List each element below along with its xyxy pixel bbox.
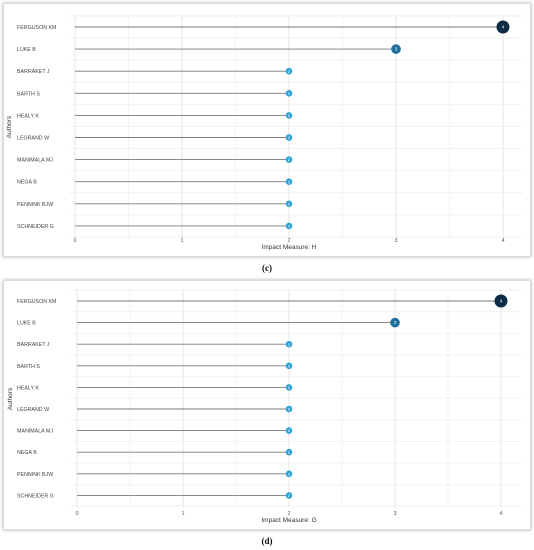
value-label: 3	[395, 47, 398, 52]
x-tick-label: 1	[180, 238, 183, 244]
panel-label-d-text: (d)	[261, 536, 273, 546]
x-tick-label: 3	[393, 511, 396, 517]
value-label: 2	[288, 135, 291, 140]
author-label: PENNINK BJW	[17, 202, 53, 208]
value-label: 2	[288, 91, 291, 96]
value-label: 4	[502, 25, 505, 30]
value-label: 2	[288, 385, 291, 390]
author-label: SCHNEIDER G	[17, 224, 54, 230]
y-axis-label: Authors	[7, 387, 14, 410]
value-label: 2	[288, 450, 291, 455]
lollipop-dot	[285, 178, 293, 185]
lollipop-dot	[285, 340, 293, 348]
lollipop-dot	[285, 427, 293, 434]
author-label: NEGA B	[17, 180, 37, 186]
author-label: PENNINK BJW	[17, 472, 53, 478]
value-label: 2	[288, 179, 291, 184]
chart-panel-c: 0 1 2 3 4 Authors Impact Measure: H FERGUSON KM…	[3, 3, 531, 257]
x-tick-label: 4	[499, 511, 502, 517]
value-label: 2	[288, 69, 291, 74]
author-label: HEALY K	[17, 385, 39, 391]
lollipop-dot	[285, 156, 293, 163]
author-label: MANIMALA MJ	[17, 158, 53, 164]
author-label: BARRAKET J	[17, 69, 50, 75]
author-label: LUKE B	[17, 321, 36, 327]
lollipop-dot	[285, 492, 293, 499]
x-tick-label: 2	[287, 511, 290, 517]
x-tick-label: 4	[501, 238, 504, 244]
value-label: 2	[288, 113, 291, 118]
value-label: 3	[394, 320, 397, 325]
value-label: 2	[288, 157, 291, 162]
lollipop-dot	[285, 222, 293, 230]
chart-panel-d: 0 1 2 3 4 Authors Impact Measure: G FERGUSON KM…	[3, 280, 531, 530]
lollipop-dot	[285, 384, 293, 391]
lollipop-dot	[285, 112, 293, 119]
lollipop-chart-c: 0 1 2 3 4 Authors Impact Measure: H FERGUSON KM…	[6, 15, 523, 251]
value-label: 2	[288, 342, 291, 347]
author-label: LEGRAND W	[17, 136, 49, 142]
panel-label-c-text: (c)	[262, 263, 272, 273]
lollipop-chart-d: 0 1 2 3 4 Authors Impact Measure: G FERGUSON KM…	[7, 289, 521, 524]
author-label: BARRAKET J	[17, 342, 50, 348]
value-label: 2	[288, 224, 291, 229]
author-label: BARTH S	[17, 364, 40, 370]
author-label: NEGA B	[17, 450, 37, 456]
panel-label-c: (c)	[0, 263, 534, 273]
lollipop-dot	[391, 44, 401, 54]
author-label: FERGUSON KM	[17, 299, 56, 305]
value-label: 2	[288, 363, 291, 368]
value-label: 2	[288, 201, 291, 206]
author-label: FERGUSON KM	[17, 25, 56, 31]
lollipop-dot	[285, 405, 293, 413]
value-label: 2	[288, 493, 291, 498]
author-label: SCHNEIDER G	[17, 493, 54, 499]
lollipop-dot	[285, 134, 293, 141]
lollipop-dot	[494, 294, 508, 308]
x-tick-label: 0	[73, 238, 76, 244]
plot-area: 0 1 2 3 4 Authors Impact Measure: G FERGUSON KM…	[7, 289, 521, 524]
y-axis-label: Authors	[6, 115, 13, 138]
lollipop-dot	[285, 470, 293, 478]
value-label: 2	[288, 407, 291, 412]
author-label: MANIMALA MJ	[17, 429, 53, 435]
lollipop-dot	[390, 317, 400, 328]
lollipop-dot	[285, 448, 293, 456]
author-label: BARTH S	[17, 91, 40, 97]
value-label: 4	[500, 299, 503, 304]
lollipop-dot	[496, 20, 510, 34]
lollipop-dot	[285, 90, 293, 97]
author-label: LUKE B	[17, 47, 36, 53]
lollipop-dot	[285, 200, 293, 208]
lollipop-dot	[285, 362, 293, 370]
x-tick-label: 2	[287, 238, 290, 244]
x-axis-label: Impact Measure: G	[261, 517, 316, 524]
x-axis-label: Impact Measure: H	[262, 244, 317, 251]
x-tick-label: 0	[75, 511, 78, 517]
value-label: 2	[288, 428, 291, 433]
lollipop-dot	[285, 67, 293, 75]
plot-area: 0 1 2 3 4 Authors Impact Measure: H FERGUSON KM…	[6, 15, 523, 251]
value-label: 2	[288, 471, 291, 476]
author-label: HEALY K	[17, 113, 39, 119]
x-tick-label: 1	[181, 511, 184, 517]
author-label: LEGRAND W	[17, 407, 49, 413]
panel-label-d: (d)	[0, 536, 534, 546]
x-tick-label: 3	[394, 238, 397, 244]
